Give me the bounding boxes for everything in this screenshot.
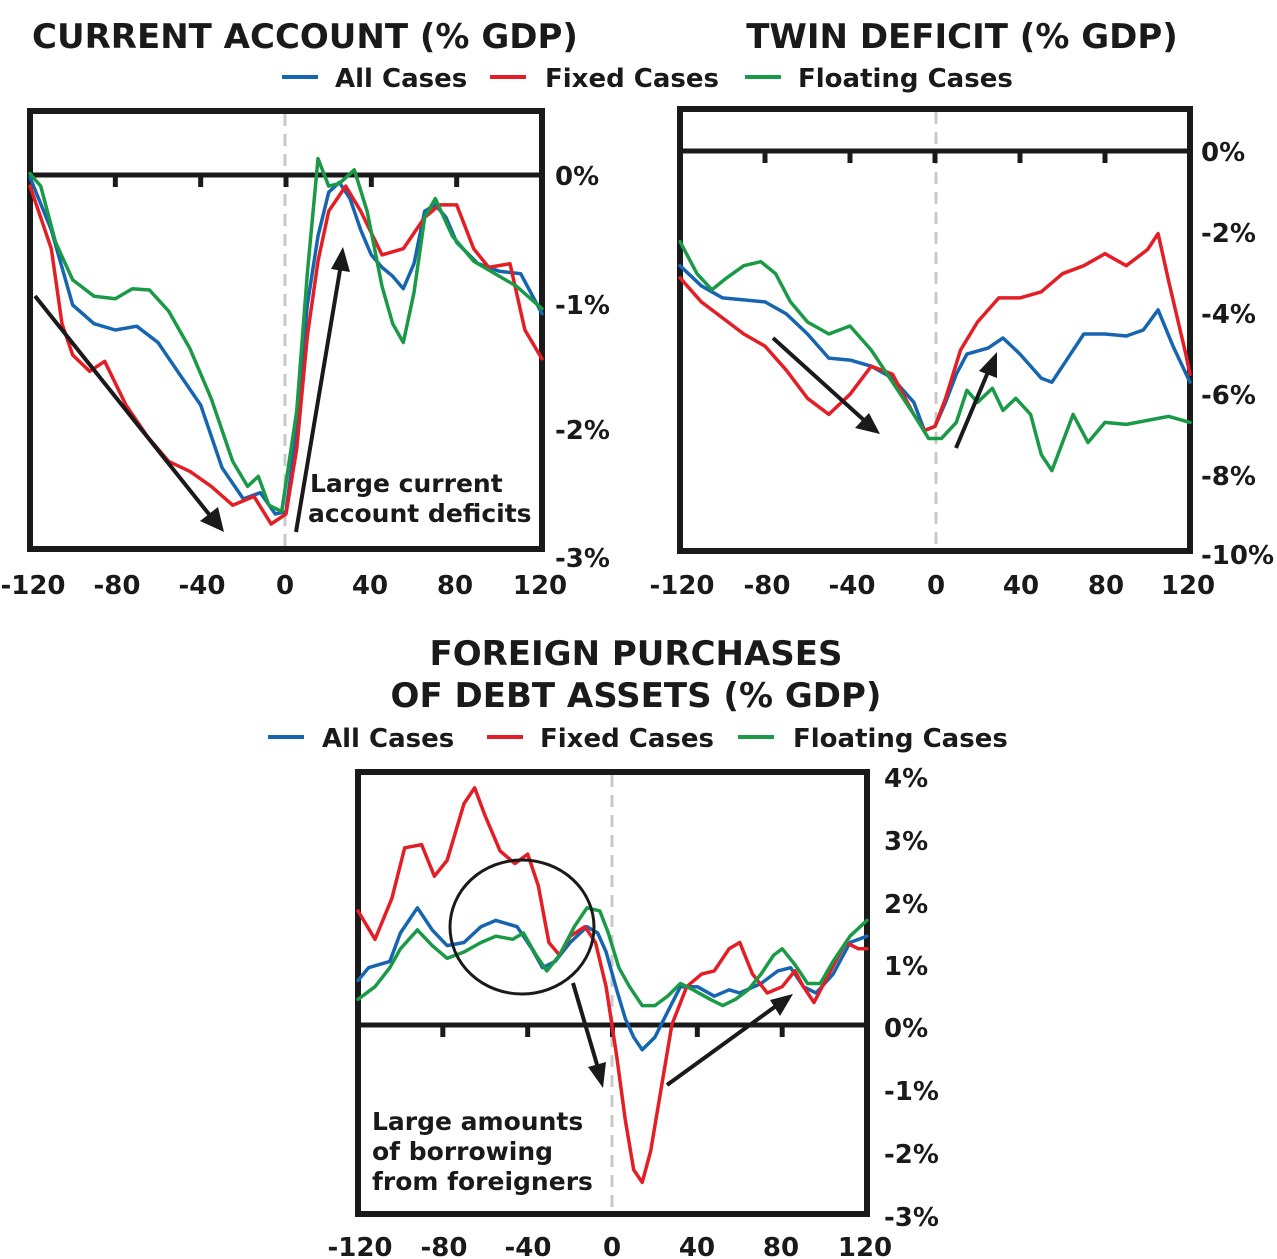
- arrowhead-up-twin-deficit: [979, 352, 997, 378]
- x-tick-label: -120: [649, 571, 714, 601]
- x-axis-twin-deficit: [680, 148, 1190, 163]
- y-tick-label: 0%: [884, 1014, 928, 1044]
- annotation-line-1-current-account: Large current: [310, 469, 503, 498]
- x-tick-label: 0: [276, 571, 294, 601]
- x-tick-label: 120: [838, 1233, 892, 1259]
- arrowhead-up-foreign-purchases: [770, 994, 793, 1016]
- arrowhead-down-twin-deficit: [855, 413, 880, 434]
- y-tick-label: 4%: [884, 764, 928, 794]
- y-tick-labels-current-account: 0% -1% -2% -3%: [555, 162, 610, 574]
- x-tick-label: -40: [505, 1233, 552, 1259]
- x-tick-label: -120: [327, 1233, 392, 1259]
- legend-label-fixed-cases-2: Fixed Cases: [540, 724, 714, 754]
- series-line-all: [356, 906, 869, 1052]
- series-lines-twin-deficit: [678, 231, 1192, 473]
- plot-frame-foreign-purchases: [355, 769, 870, 1217]
- annotation-line-1-foreign-purchases: Large amounts: [372, 1107, 583, 1136]
- y-tick-label: -10%: [1201, 541, 1274, 571]
- x-tick-label: 0: [603, 1233, 621, 1259]
- chart-title-line-2-foreign-purchases: OF DEBT ASSETS (% GDP): [391, 676, 882, 716]
- x-tick-label: 40: [1003, 571, 1039, 601]
- y-tick-label: -3%: [555, 544, 610, 574]
- series-line-fixed: [28, 184, 544, 526]
- chart-current-account: CURRENT ACCOUNT (% GDP) -120 -80 -40 0 40 80 1…: [0, 17, 609, 601]
- x-tick-label: 80: [1088, 571, 1124, 601]
- legend-label-fixed-cases: Fixed Cases: [545, 64, 719, 94]
- x-tick-label: -120: [0, 571, 65, 601]
- y-tick-label: -8%: [1201, 462, 1256, 492]
- annotation-line-2-foreign-purchases: of borrowing: [372, 1137, 553, 1166]
- arrow-up-current-account: [294, 269, 342, 533]
- y-tick-labels-foreign-purchases: 4% 3% 2% 1% 0% -1% -2% -3%: [884, 764, 939, 1233]
- y-tick-label: -4%: [1201, 300, 1256, 330]
- x-tick-label: 80: [437, 571, 473, 601]
- y-tick-label: -1%: [555, 291, 610, 321]
- legend-bottom: All Cases Fixed Cases Floating Cases: [268, 724, 1008, 754]
- plot-frame-current-account: [27, 108, 545, 552]
- y-tick-label: 0%: [1201, 138, 1245, 168]
- chart-twin-deficit: TWIN DEFICIT (% GDP) -120 -80 -40 0 40 80 120 …: [649, 17, 1274, 601]
- y-tick-label: -1%: [884, 1077, 939, 1107]
- series-line-floating: [28, 156, 544, 514]
- x-tick-labels-current-account: -120 -80 -40 0 40 80 120: [0, 571, 567, 601]
- y-tick-label: 3%: [884, 827, 928, 857]
- x-axis-current-account: [30, 172, 542, 187]
- x-tick-labels-foreign-purchases: -120 -80 -40 0 40 80 120: [327, 1233, 892, 1259]
- y-tick-labels-twin-deficit: 0% -2% -4% -6% -8% -10%: [1201, 138, 1274, 571]
- y-tick-label: -2%: [884, 1140, 939, 1170]
- chart-foreign-purchases: FOREIGN PURCHASES OF DEBT ASSETS (% GDP)…: [268, 634, 1008, 1259]
- x-tick-label: 120: [513, 571, 567, 601]
- arrow-down-foreign-purchases: [571, 982, 600, 1069]
- x-tick-label: 40: [679, 1233, 715, 1259]
- arrow-down-twin-deficit: [771, 336, 868, 424]
- x-tick-label: 0: [927, 571, 945, 601]
- series-line-fixed: [356, 786, 869, 1185]
- series-lines-foreign-purchases: [356, 786, 869, 1185]
- x-tick-label: -40: [829, 571, 876, 601]
- series-line-all: [678, 263, 1192, 433]
- series-lines-current-account: [28, 156, 544, 526]
- annotation-line-2-current-account: account deficits: [308, 499, 532, 528]
- x-tick-label: 40: [352, 571, 388, 601]
- y-tick-label: -3%: [884, 1203, 939, 1233]
- y-tick-label: 0%: [555, 162, 599, 192]
- arrow-up-twin-deficit: [954, 371, 990, 449]
- series-line-fixed: [678, 231, 1192, 433]
- arrow-down-current-account: [33, 294, 214, 520]
- chart-title-current-account: CURRENT ACCOUNT (% GDP): [32, 17, 578, 57]
- series-line-floating: [356, 906, 869, 1008]
- y-tick-label: 2%: [884, 890, 928, 920]
- chart-title-twin-deficit: TWIN DEFICIT (% GDP): [746, 17, 1178, 57]
- y-tick-label: -2%: [1201, 219, 1256, 249]
- y-tick-label: -2%: [555, 416, 610, 446]
- x-tick-label: 120: [1161, 571, 1215, 601]
- chart-title-line-1-foreign-purchases: FOREIGN PURCHASES: [429, 634, 842, 674]
- x-tick-labels-twin-deficit: -120 -80 -40 0 40 80 120: [649, 571, 1215, 601]
- plot-frame-twin-deficit: [677, 106, 1193, 554]
- x-tick-label: -80: [94, 571, 141, 601]
- arrowhead-up-current-account: [331, 247, 350, 272]
- x-tick-label: 80: [763, 1233, 799, 1259]
- arrow-up-foreign-purchases: [665, 1004, 778, 1087]
- arrowhead-down-foreign-purchases: [588, 1062, 606, 1088]
- y-tick-label: 1%: [884, 952, 928, 982]
- x-tick-label: -40: [179, 571, 226, 601]
- legend-label-all-cases: All Cases: [335, 64, 467, 94]
- legend-label-floating-cases-2: Floating Cases: [793, 724, 1008, 754]
- legend-top: All Cases Fixed Cases Floating Cases: [282, 64, 1013, 94]
- arrowhead-down-current-account: [200, 507, 224, 532]
- annotation-line-3-foreign-purchases: from foreigners: [372, 1167, 593, 1196]
- legend-label-floating-cases: Floating Cases: [798, 64, 1013, 94]
- y-tick-label: -6%: [1201, 381, 1256, 411]
- legend-label-all-cases-2: All Cases: [322, 724, 454, 754]
- x-tick-label: -80: [421, 1233, 468, 1259]
- series-line-floating: [678, 239, 1192, 473]
- x-tick-label: -80: [744, 571, 791, 601]
- highlight-circle: [448, 858, 596, 996]
